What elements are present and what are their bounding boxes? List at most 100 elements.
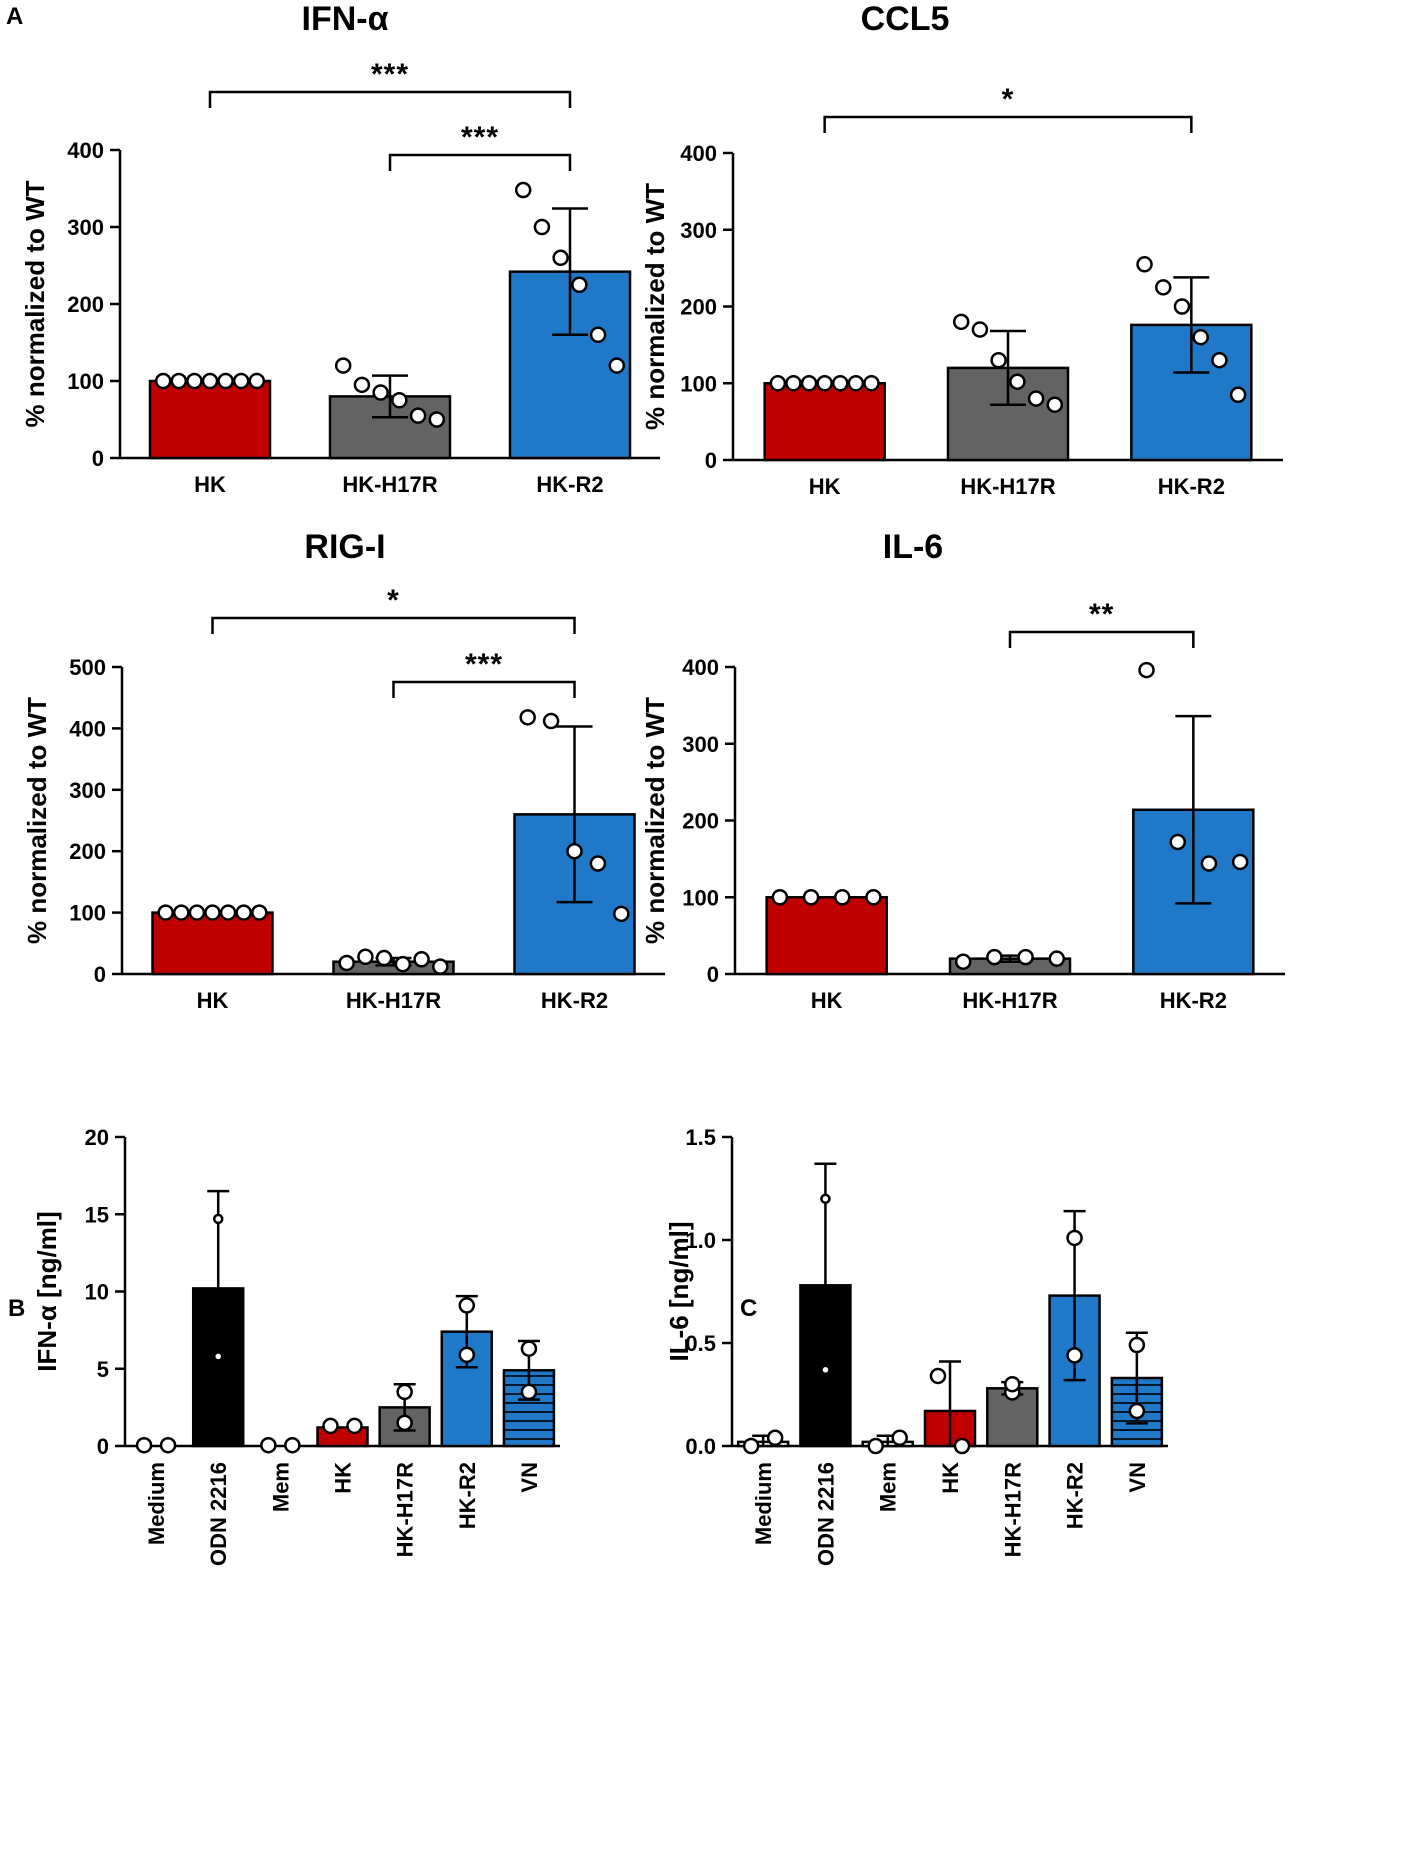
data-point-hk [800,375,818,392]
category-label-hk: HK [811,988,843,1013]
y-tick-label: 0 [97,1434,109,1459]
data-point-hk-r2 [566,842,583,860]
data-point-mem [260,1436,277,1454]
chart-rigi: RIG-I 0 100 200 300 400 500 % normalized to WT H… [22,528,665,1013]
y-tick-label: 200 [680,295,717,320]
y-tick-label: 100 [680,371,717,396]
category-label-hk-r2: HK-R2 [1063,1462,1088,1529]
category-label-odn-2216: ODN 2216 [813,1462,838,1566]
data-point-odn-2216 [212,1213,224,1225]
y-tick-label: 400 [67,138,104,163]
significance-label: ** [1089,598,1114,631]
chart-c: 0.0 0.5 1.0 1.5 IL-6 [ng/ml] Medium ODN 2216 Me… [664,1125,1168,1566]
category-label-mem: Mem [876,1462,901,1512]
data-point-vn [520,1340,538,1357]
bar-hk [151,911,274,976]
category-label-hk-h17r: HK-H17R [960,474,1055,499]
data-point-hk [201,372,219,390]
significance-label: *** [465,648,503,681]
y-tick-label: 0 [92,446,104,471]
data-point-hk [769,375,787,392]
significance-label: * [387,584,400,617]
data-point-hk-h17r [396,1414,413,1432]
data-point-hk-r2 [1192,328,1209,346]
data-point-hk [251,904,268,921]
y-tick-label: 0 [94,962,106,987]
category-label-vn: VN [517,1462,542,1493]
data-point-vn [520,1383,538,1401]
data-point-hk-r2 [519,709,536,726]
category-label-hk-h17r: HK-H17R [342,472,437,497]
significance-label: *** [461,121,499,154]
data-point-hk-r2 [1231,853,1249,871]
y-tick-label: 1.0 [685,1228,716,1253]
data-point-mem [867,1437,884,1455]
chart-ifna: IFN-α 0 100 200 300 400 % normalized to WT HK HK… [20,0,660,497]
bar-hk [148,379,272,460]
chart-title: IFN-α [302,0,389,38]
data-point-hk-r2 [458,1297,476,1314]
significance-bracket [211,616,576,634]
significance-label: * [1002,83,1015,116]
data-point-hk-h17r [409,407,427,424]
data-point-hk-r2 [514,181,532,199]
data-point-hk [771,889,789,906]
data-point-hk [219,904,237,921]
y-tick-label: 0 [707,962,719,987]
category-label-hk: HK [194,472,226,497]
data-point-hk-r2 [1066,1229,1083,1247]
panel-letter-b: B [8,1295,25,1322]
data-point-hk [865,889,882,906]
data-point-hk-h17r [353,376,371,394]
significance-bracket [392,680,576,698]
significance-label: *** [371,58,409,91]
data-point-hk-h17r [334,357,352,374]
data-point-hk-h17r [952,313,970,331]
category-label-hk: HK [809,474,841,499]
chart-title: CCL5 [861,0,950,38]
data-point-hk-r2 [613,905,630,923]
data-point-hk-h17r [1017,948,1034,966]
data-point-hk [816,375,833,392]
category-label-hk-h17r: HK-H17R [346,988,441,1013]
data-point-medium [742,1437,760,1455]
significance-bracket [823,115,1193,133]
data-point-hk [204,904,221,921]
y-tick-label: 300 [680,218,717,243]
y-tick-label: 500 [69,655,106,680]
y-axis-label: % normalized to WT [20,180,50,427]
data-point-hk-h17r [413,951,430,968]
y-tick-label: 400 [680,141,717,166]
y-axis-label: IL-6 [ng/ml] [664,1221,694,1361]
data-point-hk-r2 [542,712,560,730]
category-label-hk-r2: HK-R2 [1158,474,1225,499]
data-point-hk-r2 [1066,1347,1083,1364]
bar-hk [763,382,886,462]
data-point-hk-h17r [1048,950,1066,967]
data-point-hk-r2 [1173,298,1191,315]
category-label-hk-h17r: HK-H17R [962,988,1057,1013]
y-axis-label: % normalized to WT [640,697,670,944]
data-point-hk [188,904,206,921]
category-label-vn: VN [1125,1462,1150,1493]
data-point-hk [322,1417,339,1435]
y-axis-label: % normalized to WT [640,183,670,430]
data-point-hk [802,889,820,906]
data-point-hk-r2 [589,855,607,872]
category-label-hk: HK [938,1462,963,1494]
data-point-hk [186,372,203,390]
data-point-hk [832,375,849,392]
y-tick-label: 0 [705,448,717,473]
data-point-hk [863,375,880,392]
data-point-hk [154,372,172,390]
y-tick-label: 300 [682,732,719,757]
data-point-hk-r2 [552,249,569,267]
data-point-hk [157,904,174,921]
data-point-hk-h17r [986,948,1003,966]
y-tick-label: 400 [682,655,719,680]
data-point-hk [785,375,802,392]
chart-il6: IL-6 0 100 200 300 400 % normalized to WT HK HK-… [640,528,1285,1013]
data-point-hk-h17r [372,384,389,401]
data-point-hk [346,1417,363,1435]
data-point-hk-h17r [1027,390,1045,407]
